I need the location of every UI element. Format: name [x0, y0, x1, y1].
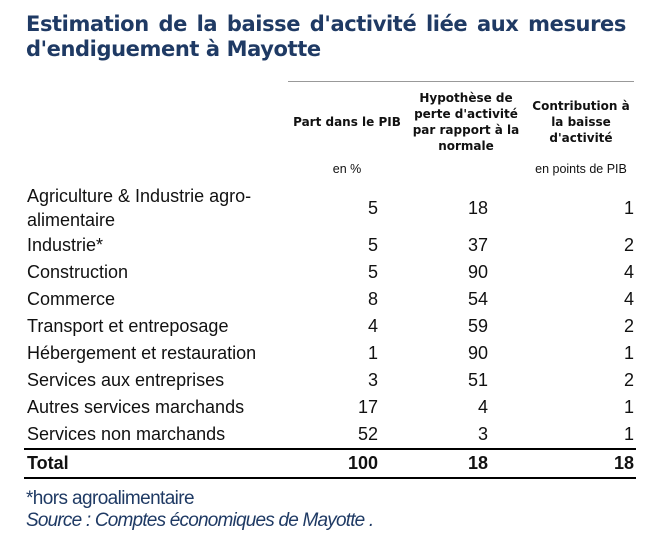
- table-row: Construction 5 90 4: [24, 259, 636, 286]
- row-perte: 4: [477, 397, 488, 417]
- row-label: Autres services marchands: [27, 397, 245, 417]
- total-contribution: 18: [526, 448, 636, 479]
- total-label: Total: [24, 448, 288, 479]
- row-label: Industrie*: [27, 235, 104, 255]
- table-row: Commerce 8 54 4: [24, 286, 636, 313]
- row-perte: 18: [467, 198, 488, 218]
- row-part: 17: [357, 397, 378, 417]
- table-row: Industrie* 5 37 2: [24, 232, 636, 259]
- row-part: 8: [367, 289, 378, 309]
- unit-points-pib: en points de PIB: [535, 162, 627, 176]
- row-perte: 54: [467, 289, 488, 309]
- header-hypothese-perte: Hypothèse de perte d'activité par rappor…: [412, 91, 520, 153]
- header-divider: [288, 81, 634, 82]
- table-row: Transport et entreposage 4 59 2: [24, 313, 636, 340]
- row-part: 1: [367, 343, 378, 363]
- row-label: Services aux entreprises: [27, 370, 225, 390]
- table-row: Hébergement et restauration 1 90 1: [24, 340, 636, 367]
- header-empty: [24, 84, 288, 160]
- row-perte: 90: [467, 262, 488, 282]
- unit-empty-2: [406, 160, 526, 184]
- page-title: Estimation de la baisse d'activité liée …: [26, 12, 626, 61]
- row-part: 4: [367, 316, 378, 336]
- row-perte: 90: [467, 343, 488, 363]
- row-part: 52: [357, 424, 378, 444]
- unit-percent: en %: [332, 162, 362, 176]
- header-contribution: Contribution à la baisse d'activité: [532, 99, 630, 145]
- row-part: 3: [367, 370, 378, 390]
- row-contribution: 1: [623, 424, 634, 444]
- header-part-pib: Part dans le PIB: [293, 115, 401, 129]
- row-perte: 51: [467, 370, 488, 390]
- row-contribution: 1: [623, 343, 634, 363]
- header-row: Part dans le PIB Hypothèse de perte d'ac…: [24, 84, 636, 160]
- table-row: Services aux entreprises 3 51 2: [24, 367, 636, 394]
- row-contribution: 4: [623, 289, 634, 309]
- unit-row: en % en points de PIB: [24, 160, 636, 184]
- unit-empty: [24, 160, 288, 184]
- row-perte: 3: [477, 424, 488, 444]
- row-contribution: 2: [623, 370, 634, 390]
- row-label: Construction: [27, 262, 129, 282]
- row-part: 5: [367, 262, 378, 282]
- source-note: Source : Comptes économiques de Mayotte …: [26, 510, 374, 531]
- row-perte: 59: [467, 316, 488, 336]
- row-contribution: 2: [623, 235, 634, 255]
- total-row: Total 100 18 18: [24, 448, 636, 479]
- row-label: Services non marchands: [27, 424, 226, 444]
- table-row: Agriculture & Industrie agro-alimentaire…: [24, 184, 636, 232]
- row-part: 5: [367, 198, 378, 218]
- row-label: Agriculture & Industrie agro-alimentaire: [27, 186, 252, 230]
- row-label: Transport et entreposage: [27, 316, 229, 336]
- row-label: Hébergement et restauration: [27, 343, 257, 363]
- footnote: *hors agroalimentaire: [26, 488, 195, 509]
- row-part: 5: [367, 235, 378, 255]
- table-row: Autres services marchands 17 4 1: [24, 394, 636, 421]
- row-perte: 37: [467, 235, 488, 255]
- activity-table: Part dans le PIB Hypothèse de perte d'ac…: [24, 84, 636, 479]
- row-label: Commerce: [27, 289, 116, 309]
- row-contribution: 1: [623, 198, 634, 218]
- row-contribution: 4: [623, 262, 634, 282]
- total-part: 100: [288, 448, 406, 479]
- table-row: Services non marchands 52 3 1: [24, 421, 636, 449]
- row-contribution: 2: [623, 316, 634, 336]
- total-perte: 18: [406, 448, 526, 479]
- row-contribution: 1: [623, 397, 634, 417]
